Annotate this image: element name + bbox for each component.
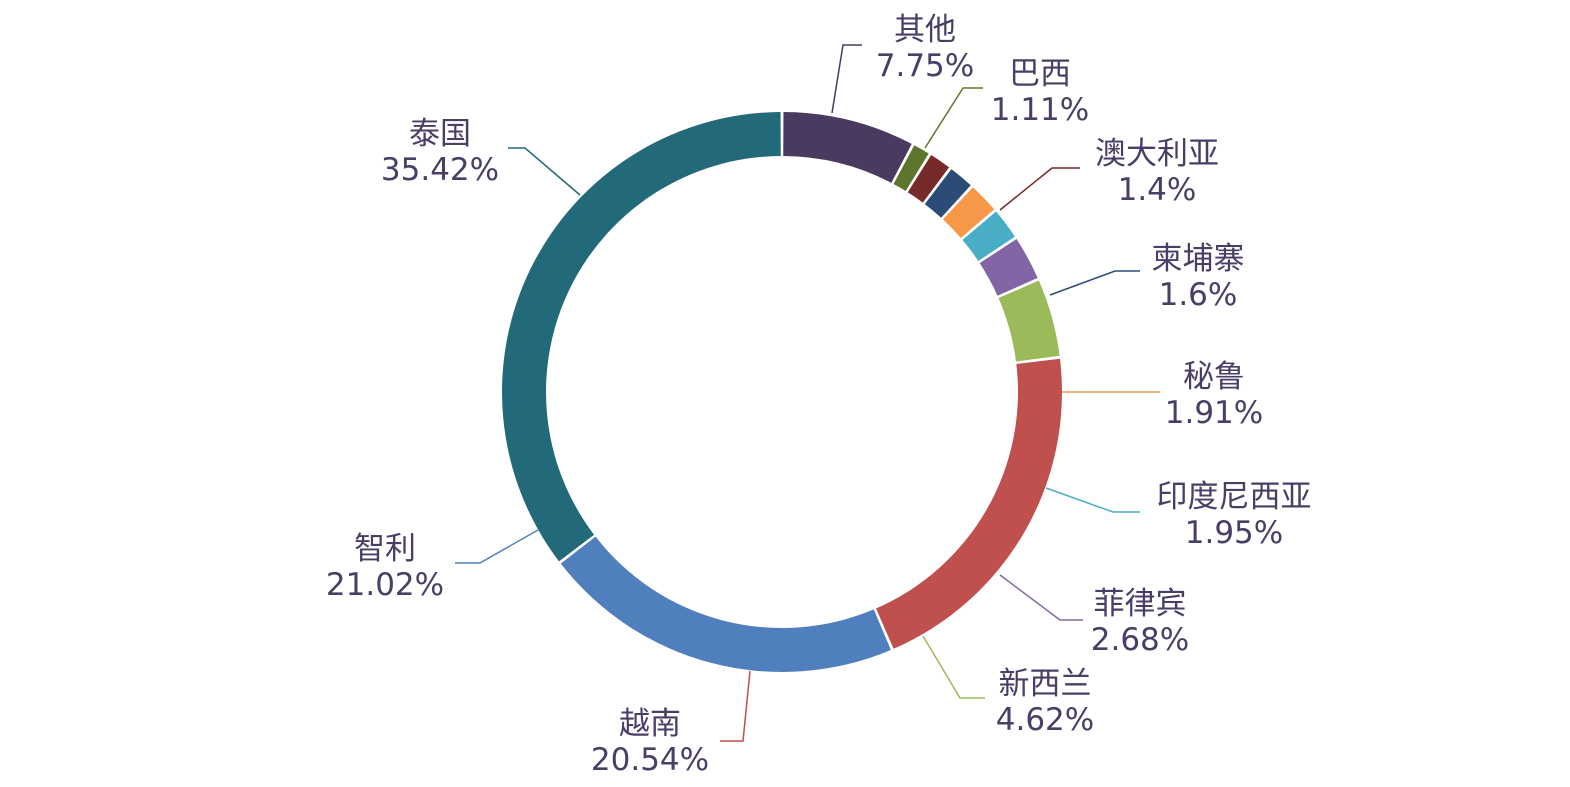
donut-slice bbox=[502, 112, 781, 562]
donut-slice bbox=[893, 145, 929, 191]
slice-label: 秘鲁 bbox=[1183, 359, 1245, 395]
donut-slice bbox=[876, 358, 1062, 649]
leader-line bbox=[999, 574, 1083, 621]
slice-percent-label: 1.91% bbox=[1165, 395, 1263, 431]
donut-slice bbox=[979, 239, 1038, 296]
slice-label: 其他 bbox=[894, 12, 956, 48]
slice-percent-label: 21.02% bbox=[326, 567, 444, 603]
slice-label: 新西兰 bbox=[999, 666, 1092, 702]
slice-label: 澳大利亚 bbox=[1095, 136, 1219, 172]
donut-slice bbox=[783, 112, 912, 183]
leader-line bbox=[924, 87, 983, 149]
leader-line bbox=[720, 670, 751, 742]
slice-label: 印度尼西亚 bbox=[1157, 479, 1312, 515]
leader-line bbox=[922, 635, 985, 699]
leader-line bbox=[508, 147, 581, 196]
slice-label: 泰国 bbox=[409, 116, 471, 152]
slice-label: 菲律宾 bbox=[1094, 586, 1187, 622]
leader-line bbox=[831, 44, 862, 114]
donut-slice bbox=[907, 155, 950, 203]
donut-slice bbox=[924, 169, 971, 218]
slice-percent-label: 1.4% bbox=[1118, 172, 1197, 208]
slice-label: 越南 bbox=[619, 706, 681, 742]
slice-percent-label: 4.62% bbox=[996, 702, 1094, 738]
slice-label: 巴西 bbox=[1009, 56, 1071, 92]
slice-percent-label: 20.54% bbox=[591, 742, 709, 778]
donut-slice bbox=[998, 280, 1060, 362]
leader-line bbox=[1049, 270, 1140, 296]
slice-percent-label: 1.11% bbox=[991, 92, 1089, 128]
slice-percent-label: 7.75% bbox=[876, 48, 974, 84]
donut-slice bbox=[942, 187, 995, 239]
slice-label: 柬埔寨 bbox=[1152, 241, 1245, 277]
slice-percent-label: 1.95% bbox=[1185, 515, 1283, 551]
slice-percent-label: 2.68% bbox=[1091, 622, 1189, 658]
donut-slice bbox=[962, 211, 1015, 262]
leader-line bbox=[455, 529, 539, 564]
slice-percent-label: 1.6% bbox=[1159, 277, 1238, 313]
slice-percent-label: 35.42% bbox=[381, 152, 499, 188]
leader-line bbox=[1045, 487, 1140, 513]
leader-line bbox=[999, 167, 1080, 211]
donut-slice bbox=[560, 536, 891, 673]
slice-label: 智利 bbox=[354, 531, 416, 567]
